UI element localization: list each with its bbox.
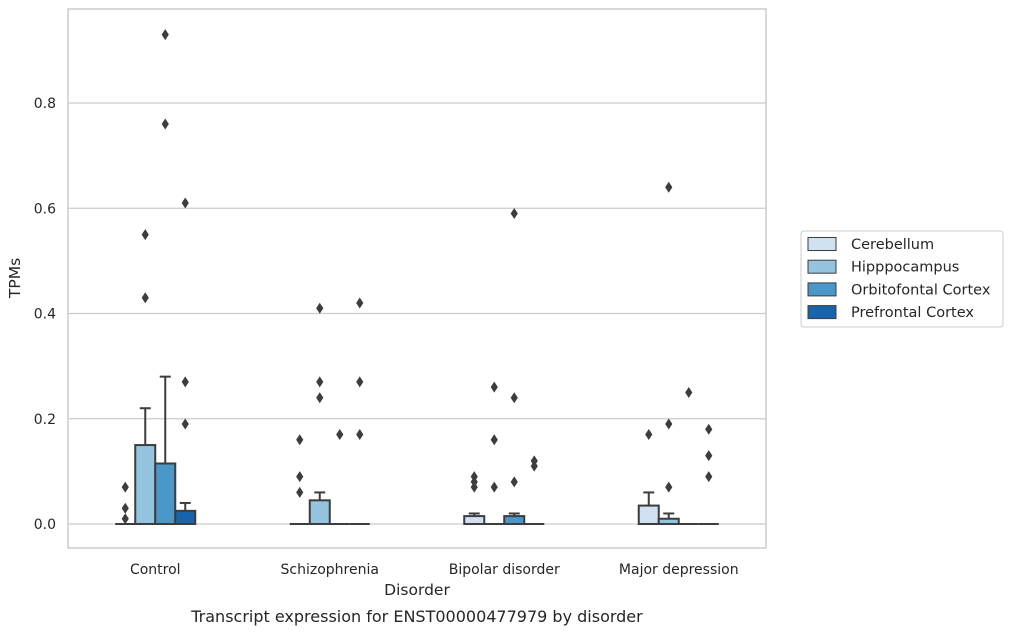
box-rect (637, 504, 660, 525)
y-tick-label: 0.2 (34, 412, 56, 428)
legend-label: Hipppocampus (851, 260, 959, 276)
x-tick-label: Schizophrenia (281, 562, 379, 578)
box-rect (503, 515, 526, 526)
box-group (637, 429, 660, 525)
outlier-point (356, 376, 364, 388)
outlier-point (665, 418, 673, 430)
outlier-point (705, 450, 713, 462)
y-tick-label: 0.4 (34, 307, 56, 323)
outlier-point (121, 513, 129, 525)
outlier-point (121, 502, 129, 514)
box-rect (308, 499, 331, 526)
outlier-point (316, 392, 324, 404)
outlier-point (490, 434, 498, 446)
x-axis-label: Disorder (384, 581, 450, 599)
outlier-point (490, 481, 498, 493)
outlier-point (705, 423, 713, 435)
outlier-point (316, 376, 324, 388)
outlier-point (121, 481, 129, 493)
legend-item: Hipppocampus (807, 259, 959, 276)
box-group (524, 455, 545, 525)
legend-item: Orbitofontal Cortex (807, 282, 991, 298)
legend: Cerebellum Hipppocampus Orbitofontal Corte… (800, 230, 1004, 328)
box-group (289, 434, 310, 525)
box-rect (134, 444, 157, 525)
box-group (329, 429, 350, 525)
box-group (463, 471, 486, 526)
x-tick-label: Control (130, 562, 181, 578)
legend-swatch (807, 282, 837, 297)
y-tick-label: 0.8 (34, 96, 56, 112)
box-group (349, 297, 370, 525)
outlier-point (685, 386, 693, 398)
outlier-point (530, 460, 538, 472)
outlier-point (490, 381, 498, 393)
box-rect (174, 509, 197, 525)
box-group (657, 181, 680, 525)
box-group (678, 386, 699, 525)
outlier-point (141, 229, 149, 241)
outlier-point (705, 471, 713, 483)
chart-caption: Transcript expression for ENST0000047797… (190, 607, 643, 626)
box-group (115, 481, 136, 525)
y-tick-label: 0.0 (34, 517, 56, 533)
box-group (154, 29, 177, 526)
outlier-point (356, 429, 364, 441)
box-rect (463, 515, 486, 526)
outlier-point (510, 392, 518, 404)
outlier-point (161, 29, 169, 41)
outlier-point (296, 471, 304, 483)
outlier-point (665, 481, 673, 493)
outlier-point (510, 208, 518, 220)
outlier-point (296, 434, 304, 446)
y-tick-label: 0.6 (34, 201, 56, 217)
outlier-point (141, 292, 149, 304)
box-group (484, 381, 505, 525)
legend-item: Prefrontal Cortex (807, 305, 974, 321)
outlier-point (161, 118, 169, 130)
outlier-point (316, 302, 324, 314)
box-rect (154, 462, 177, 526)
legend-swatch (807, 305, 837, 320)
y-axis-label: TPMs (6, 258, 24, 299)
outlier-point (645, 429, 653, 441)
box-layer (115, 29, 719, 526)
legend-label: Prefrontal Cortex (851, 305, 974, 321)
legend-label: Orbitofontal Cortex (851, 282, 991, 298)
box-group (698, 423, 719, 525)
plot-frame (67, 8, 767, 549)
box-group (174, 197, 197, 525)
outlier-point (336, 429, 344, 441)
tick-layer: 0.0 0.2 0.4 0.6 0.8 Control Schizophrenia Bipol… (34, 96, 739, 578)
outlier-point (470, 481, 478, 493)
outlier-point (181, 376, 189, 388)
outlier-point (356, 297, 364, 309)
legend-item: Cerebellum (807, 237, 934, 253)
outlier-point (181, 418, 189, 430)
box-group (308, 302, 331, 526)
box-group (134, 229, 157, 525)
outlier-point (181, 197, 189, 209)
x-tick-label: Major depression (619, 562, 739, 578)
grid-layer (68, 102, 766, 525)
legend-swatch (807, 259, 837, 274)
outlier-point (296, 486, 304, 498)
outlier-point (665, 181, 673, 193)
legend-label: Cerebellum (851, 237, 934, 253)
x-tick-label: Bipolar disorder (449, 562, 560, 578)
box-group (503, 208, 526, 526)
outlier-point (510, 476, 518, 488)
legend-swatch (807, 237, 837, 251)
legend-frame (800, 230, 1004, 328)
